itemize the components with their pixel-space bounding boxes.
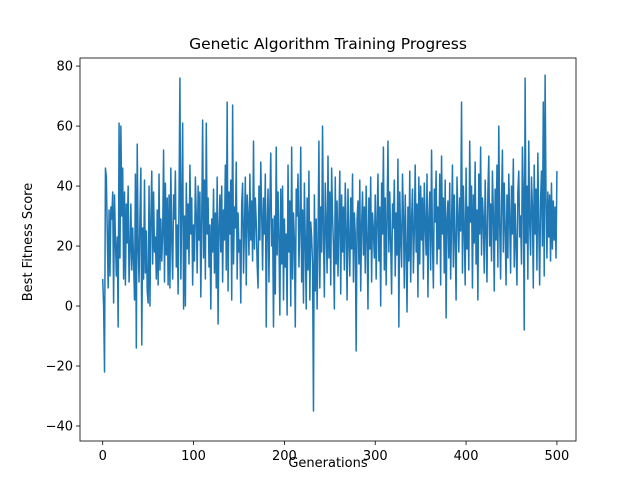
x-tick-label: 200: [272, 449, 297, 464]
chart-title: Genetic Algorithm Training Progress: [189, 35, 467, 53]
x-axis-label: Generations: [288, 456, 368, 471]
y-tick-label: 80: [56, 60, 73, 75]
y-tick-label: −40: [46, 420, 73, 435]
y-tick-label: 40: [56, 180, 73, 195]
data-line: [101, 74, 558, 412]
x-tick-label: 0: [99, 449, 107, 464]
y-tick-label: 60: [56, 120, 73, 135]
axes-frame: [79, 57, 577, 442]
y-axis-label: Best Fitness Score: [21, 183, 36, 302]
y-tick-label: 20: [56, 240, 73, 255]
x-tick-label: 500: [545, 449, 570, 464]
y-tick-label: −20: [46, 360, 73, 375]
x-tick-label: 100: [181, 449, 206, 464]
x-tick-label: 400: [454, 449, 479, 464]
x-tick-label: 300: [363, 449, 388, 464]
y-tick-label: 0: [65, 300, 73, 315]
